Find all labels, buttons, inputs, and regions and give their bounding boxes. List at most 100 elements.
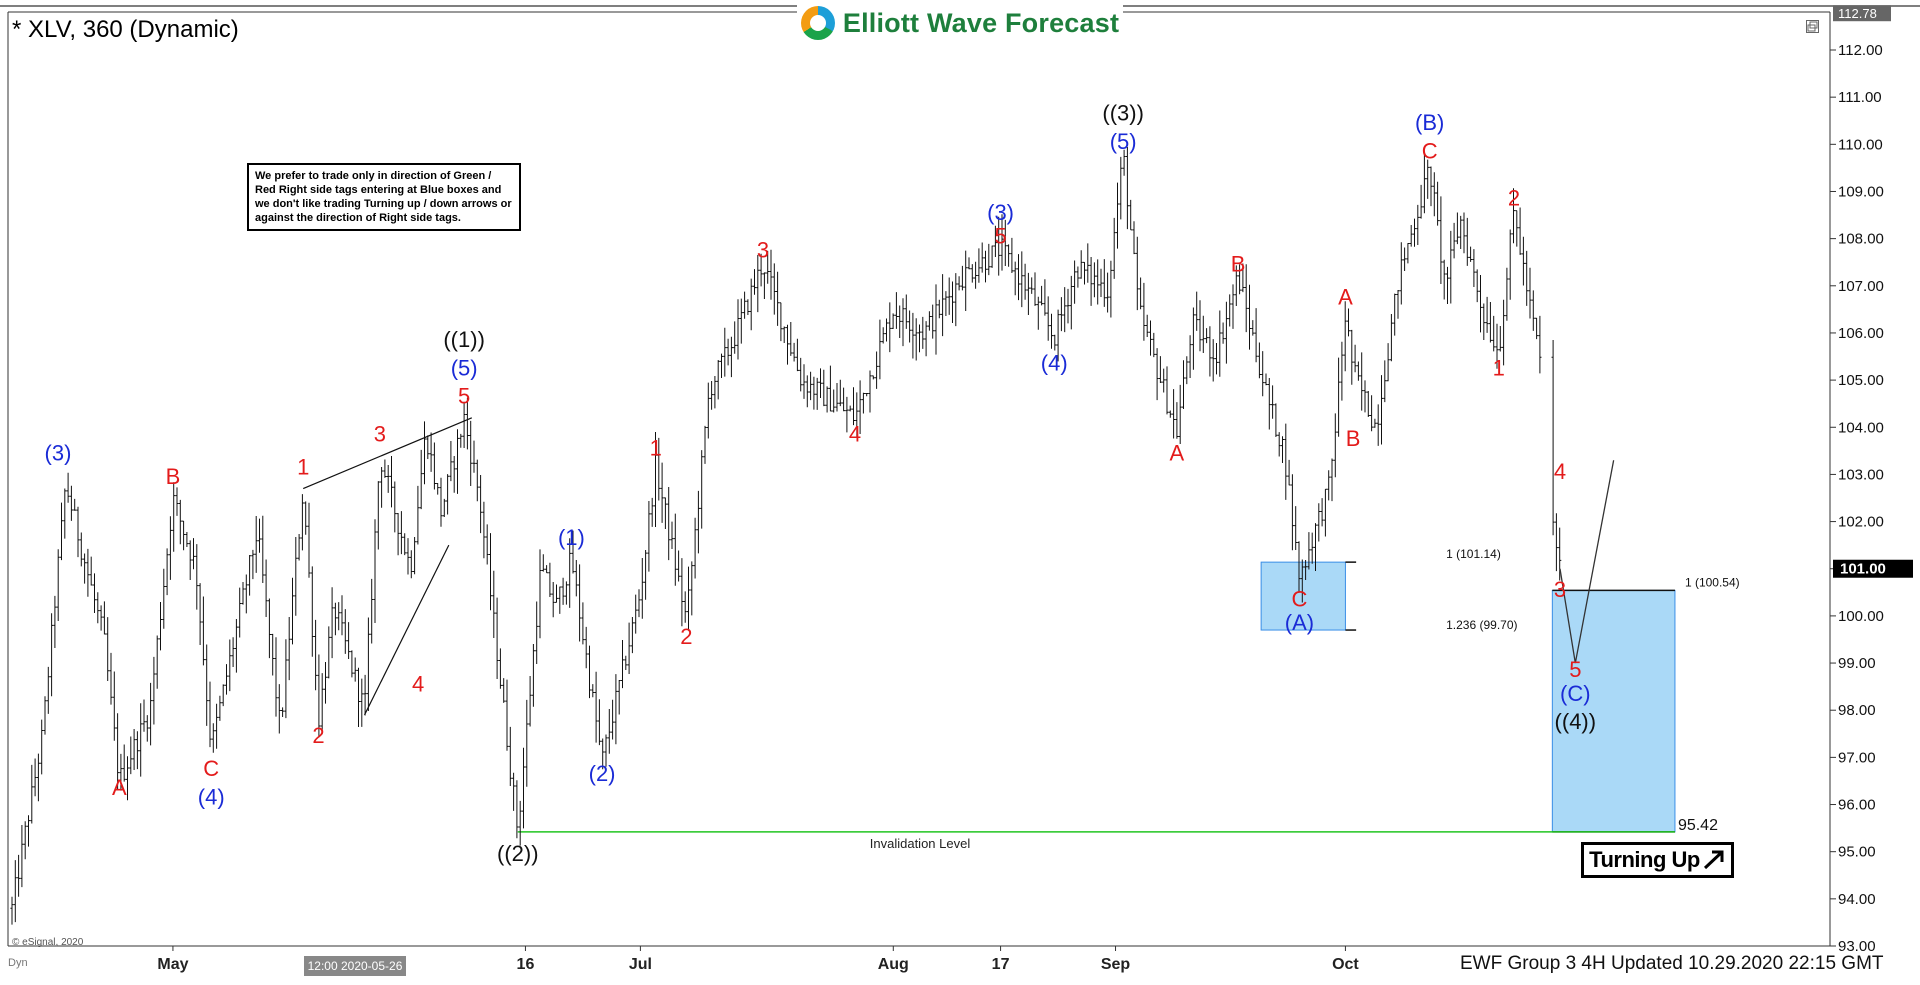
- ohlc-bar: [766, 250, 770, 284]
- ohlc-bar: [604, 734, 608, 767]
- ohlc-bar: [1502, 299, 1506, 366]
- ohlc-bar: [531, 644, 535, 707]
- ohlc-bar: [1416, 204, 1420, 245]
- ohlc-bar: [1172, 389, 1176, 439]
- turning-up-badge: Turning Up: [1581, 842, 1734, 878]
- ohlc-bar: [419, 449, 423, 510]
- ohlc-bar: [868, 370, 872, 413]
- ohlc-bar: [627, 622, 631, 675]
- ohlc-bar: [1231, 284, 1235, 329]
- ohlc-bar: [73, 498, 77, 511]
- ohlc-bar: [548, 562, 552, 597]
- ohlc-bar: [333, 602, 337, 636]
- ohlc-bar: [1092, 262, 1096, 298]
- ohlc-bar: [1175, 402, 1179, 439]
- ohlc-bar: [1010, 237, 1014, 273]
- ohlc-bar: [851, 387, 856, 426]
- ohlc-bar: [1284, 423, 1288, 500]
- ohlc-bar: [1155, 348, 1159, 401]
- ohlc-bar: [1188, 335, 1192, 379]
- ohlc-bar: [528, 675, 532, 727]
- ohlc-bar: [624, 655, 628, 670]
- ohlc-bar: [871, 375, 875, 380]
- price-tick-label: 106.00: [1838, 325, 1884, 342]
- ohlc-bar: [875, 351, 879, 389]
- ohlc-bar: [706, 382, 710, 439]
- ohlc-bar: [1475, 269, 1479, 303]
- ohlc-bar: [700, 450, 704, 529]
- ohlc-bar: [211, 723, 215, 753]
- ohlc-bar: [436, 483, 440, 495]
- ohlc-bar: [861, 392, 865, 414]
- ohlc-bar: [1330, 458, 1334, 502]
- ohlc-bar: [314, 619, 318, 691]
- ohlc-bar: [1432, 172, 1436, 217]
- ohlc-bar: [591, 684, 595, 698]
- ohlc-bar: [1403, 247, 1407, 272]
- ohlc-bar: [785, 324, 790, 365]
- ohlc-bar: [987, 243, 991, 276]
- ohlc-bar: [802, 364, 806, 399]
- price-tick-label: 97.00: [1838, 749, 1876, 766]
- ohlc-bar: [83, 553, 87, 584]
- ohlc-bar: [455, 429, 460, 494]
- ohlc-bar: [416, 485, 420, 545]
- ohlc-bar: [1469, 246, 1473, 262]
- ohlc-bar: [716, 359, 720, 400]
- ohlc-bar: [488, 533, 493, 611]
- ohlc-bar: [1089, 257, 1093, 306]
- ohlc-bar: [581, 602, 585, 645]
- wave-label: (3): [45, 440, 72, 465]
- ohlc-bar: [1304, 559, 1308, 580]
- price-tick-label: 110.00: [1838, 136, 1883, 153]
- ohlc-bar: [297, 534, 301, 561]
- current-price-value: 101.00: [1840, 561, 1886, 578]
- ohlc-bar: [693, 517, 697, 579]
- ohlc-bar: [921, 316, 925, 349]
- ohlc-bar: [1505, 267, 1509, 321]
- ohlc-bar: [1201, 315, 1205, 353]
- ohlc-bar: [1040, 285, 1044, 306]
- update-footer: EWF Group 3 4H Updated 10.29.2020 22:15 …: [1460, 953, 1884, 974]
- ohlc-bar: [386, 465, 390, 493]
- ohlc-bar: [271, 633, 275, 676]
- ohlc-bar: [1181, 360, 1186, 410]
- time-tick-label: 16: [517, 956, 535, 973]
- ohlc-bar: [974, 261, 978, 289]
- ohlc-bar: [66, 472, 70, 503]
- ohlc-bar: [20, 825, 24, 888]
- ohlc-bar: [1412, 218, 1417, 247]
- ohlc-bar: [587, 645, 592, 699]
- ohlc-bar: [898, 305, 902, 338]
- ohlc-bar: [759, 253, 763, 287]
- ohlc-bar: [1399, 242, 1403, 305]
- ohlc-bar: [251, 549, 255, 580]
- projection-path: [1559, 460, 1615, 664]
- wave-label: 5: [1569, 657, 1581, 682]
- ohlc-bar: [842, 387, 846, 412]
- ohlc-bar: [677, 550, 681, 582]
- ohlc-bar: [934, 284, 938, 355]
- ohlc-bar: [498, 648, 502, 689]
- ohlc-bar: [911, 312, 915, 359]
- ohlc-bar: [59, 502, 64, 561]
- ohlc-bar: [924, 321, 928, 357]
- ohlc-bar: [76, 506, 80, 558]
- ohlc-bar: [238, 587, 242, 638]
- brand-logo: Elliott Wave Forecast: [797, 2, 1123, 44]
- window-maximize-icon[interactable]: [1806, 20, 1819, 33]
- ohlc-bar: [165, 548, 169, 596]
- fib-top-label: 1 (100.54): [1685, 575, 1740, 589]
- ohlc-bar: [323, 662, 328, 704]
- ohlc-bar: [1165, 366, 1169, 415]
- time-tick-label: Oct: [1332, 956, 1359, 973]
- ohlc-bar: [1436, 181, 1440, 226]
- ohlc-bar: [937, 299, 941, 319]
- ohlc-bar: [1023, 263, 1027, 300]
- ohlc-bar: [1370, 395, 1374, 432]
- price-tick-label: 98.00: [1838, 702, 1876, 719]
- wave-label: 4: [849, 421, 861, 446]
- ohlc-bar: [1003, 219, 1007, 267]
